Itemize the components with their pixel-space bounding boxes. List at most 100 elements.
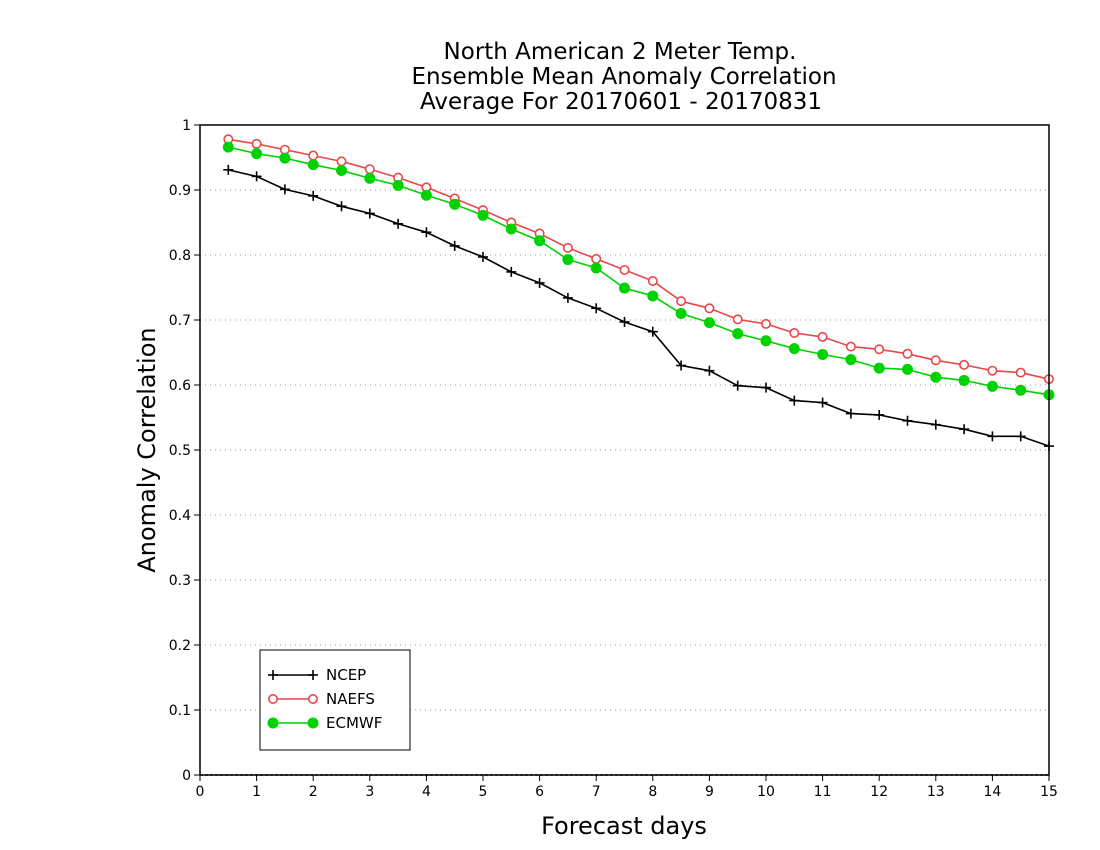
data-point-ncep	[732, 380, 743, 391]
data-point-ncep	[619, 316, 630, 327]
legend: NCEP NAEFS ECMWF	[259, 649, 411, 751]
legend-box	[259, 649, 411, 751]
y-tick-label: 0.9	[169, 183, 191, 199]
data-point-ncep	[1015, 431, 1026, 442]
data-point-naefs	[1015, 367, 1026, 378]
y-tick-label: 0.4	[169, 508, 191, 524]
data-point-ncep	[874, 409, 885, 420]
data-point-ncep	[647, 326, 658, 337]
data-point-naefs	[562, 242, 573, 253]
data-point-naefs	[647, 275, 658, 286]
data-point-ncep	[987, 431, 998, 442]
y-tick-label: 0.6	[169, 378, 191, 394]
data-point-ecmwf	[675, 308, 687, 319]
data-point-ecmwf	[760, 335, 772, 347]
data-point-ecmwf	[307, 159, 319, 171]
data-point-ncep	[845, 408, 856, 419]
legend-marker	[308, 670, 318, 680]
data-point-naefs	[845, 341, 856, 352]
data-point-ncep	[364, 208, 375, 219]
legend-entry-ncep: NCEP	[268, 666, 366, 684]
x-tick-label: 8	[648, 784, 657, 800]
legend-marker	[267, 717, 279, 729]
data-point-ecmwf	[336, 165, 347, 176]
data-point-ecmwf	[845, 354, 857, 366]
data-point-ecmwf	[251, 148, 263, 160]
y-axis-label: Anomaly Correlation	[133, 327, 161, 572]
data-point-ecmwf	[590, 262, 602, 274]
data-point-naefs	[308, 150, 319, 161]
x-tick-label: 9	[705, 784, 714, 800]
data-point-naefs	[591, 253, 602, 264]
data-point-ecmwf	[477, 209, 489, 221]
legend-label: NAEFS	[326, 690, 375, 708]
y-tick-label: 0	[182, 768, 191, 784]
data-point-ncep	[930, 419, 941, 430]
data-point-ncep	[534, 277, 545, 288]
x-tick-label: 13	[927, 784, 945, 800]
data-point-ecmwf	[279, 152, 291, 164]
data-point-ecmwf	[619, 282, 630, 294]
data-point-ncep	[478, 251, 488, 262]
data-point-ecmwf	[420, 189, 432, 201]
data-point-naefs	[789, 327, 800, 338]
x-tick-label: 7	[592, 784, 601, 800]
x-tick-label: 3	[365, 784, 374, 800]
data-point-ecmwf	[873, 362, 885, 374]
data-point-ncep	[449, 240, 460, 251]
data-point-ncep	[761, 382, 771, 393]
axis-ticks: 00.10.20.30.40.50.60.70.80.910 1 2 3 4 5 6 7 8 9 1…	[169, 118, 1058, 800]
data-point-naefs	[817, 331, 828, 342]
data-point-ecmwf	[732, 328, 744, 340]
data-point-ncep	[676, 360, 687, 371]
y-tick-label: 0.8	[169, 248, 191, 264]
x-tick-label: 4	[422, 784, 431, 800]
legend-entry-ecmwf: ECMWF	[267, 714, 382, 732]
data-point-ecmwf	[505, 223, 517, 235]
series-ncep	[223, 164, 1054, 452]
data-point-ncep	[562, 292, 573, 303]
x-tick-label: 6	[535, 784, 544, 800]
data-point-ecmwf	[703, 317, 715, 329]
x-axis-label: Forecast days	[541, 812, 707, 840]
x-tick-label: 10	[757, 784, 775, 800]
data-point-ecmwf	[364, 172, 376, 184]
y-tick-label: 1	[182, 118, 191, 134]
data-point-ncep	[959, 424, 970, 435]
data-point-ncep	[393, 218, 404, 229]
legend-entry-naefs: NAEFS	[267, 690, 375, 708]
data-point-ncep	[251, 171, 262, 182]
data-point-naefs	[959, 359, 970, 370]
chart-title-line-1: North American 2 Meter Temp.	[444, 39, 797, 65]
data-point-naefs	[732, 314, 743, 325]
data-point-ecmwf	[930, 371, 942, 383]
legend-label: NCEP	[326, 666, 366, 684]
data-point-ncep	[902, 415, 913, 426]
data-point-ncep	[308, 190, 319, 201]
data-point-ecmwf	[958, 374, 970, 386]
series-naefs	[223, 134, 1055, 385]
data-point-naefs	[704, 303, 715, 314]
data-point-naefs	[336, 156, 347, 167]
data-point-naefs	[902, 348, 913, 359]
chart-title-line-3: Average For 20170601 - 20170831	[420, 89, 822, 115]
data-point-ecmwf	[1015, 384, 1027, 396]
data-point-naefs	[619, 264, 630, 275]
data-point-naefs	[930, 355, 941, 366]
data-point-ncep	[506, 266, 517, 277]
data-point-ecmwf	[449, 198, 461, 210]
data-point-ncep	[591, 303, 602, 314]
x-tick-label: 2	[309, 784, 318, 800]
data-point-ecmwf	[392, 179, 404, 191]
data-point-ecmwf	[817, 348, 829, 360]
legend-label: ECMWF	[326, 714, 382, 732]
data-point-ecmwf	[647, 290, 659, 302]
x-tick-label: 5	[479, 784, 488, 800]
legend-marker	[267, 693, 278, 704]
data-point-naefs	[676, 296, 687, 307]
series-line-naefs	[228, 138, 1050, 380]
legend-marker	[268, 670, 278, 680]
legend-marker	[307, 693, 318, 704]
data-point-ecmwf	[534, 235, 546, 247]
data-point-ncep	[279, 184, 290, 195]
